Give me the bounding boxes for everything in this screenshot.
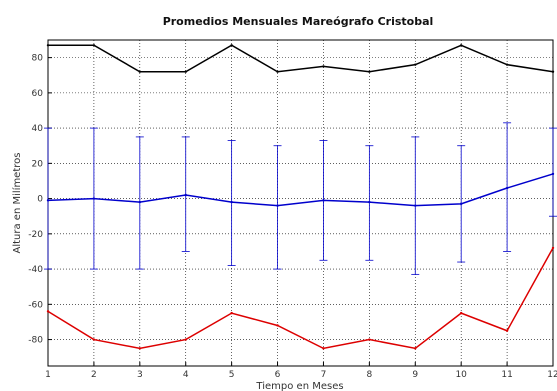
x-tick-label: 11 — [501, 370, 512, 380]
data-point — [551, 172, 555, 176]
y-tick-label: 0 — [37, 195, 43, 205]
y-axis-label: Altura en Milímetros — [11, 153, 23, 254]
data-point — [459, 44, 463, 47]
data-point — [138, 200, 142, 204]
data-point — [505, 186, 509, 190]
data-point — [46, 310, 50, 313]
data-point — [184, 193, 187, 197]
y-tick-label: -60 — [28, 300, 43, 310]
y-tick-label: -80 — [28, 336, 43, 346]
x-tick-label: 9 — [412, 370, 418, 380]
data-point — [505, 63, 509, 66]
x-tick-label: 4 — [183, 370, 189, 380]
data-point — [322, 65, 325, 68]
data-point — [368, 338, 371, 341]
y-tick-label: -20 — [28, 230, 43, 240]
x-tick-label: 10 — [455, 370, 467, 380]
series-line-1 — [48, 44, 554, 73]
chart-title: Promedios Mensuales Mareógrafo Cristobal — [163, 15, 434, 28]
x-tick-label: 6 — [275, 370, 281, 380]
data-point — [138, 70, 142, 73]
data-point — [276, 70, 279, 73]
x-tick-label: 5 — [229, 370, 235, 380]
data-point — [92, 44, 96, 47]
data-point — [414, 204, 417, 207]
data-point — [551, 70, 555, 73]
data-point — [459, 311, 463, 315]
data-point — [46, 44, 50, 47]
data-point — [276, 204, 279, 207]
data-point — [276, 324, 279, 327]
y-tick-label: 40 — [32, 124, 44, 134]
series-line-3 — [47, 247, 554, 350]
data-point — [368, 200, 371, 204]
x-tick-labels: 1 2 3 4 5 6 7 8 9 10 11 12 — [45, 370, 557, 380]
data-point — [505, 329, 509, 332]
y-tick-label: 60 — [32, 89, 44, 99]
x-axis-label: Tiempo en Meses — [255, 381, 343, 391]
x-tick-label: 8 — [366, 370, 372, 380]
data-point — [230, 200, 233, 204]
data-point — [138, 347, 142, 350]
series-line-2 — [47, 173, 554, 207]
data-point — [184, 70, 187, 73]
y-tick-label: -40 — [28, 265, 43, 275]
data-point — [92, 338, 96, 341]
x-tick-label: 3 — [137, 370, 143, 380]
data-point — [414, 347, 417, 350]
x-tick-label: 7 — [321, 370, 327, 380]
data-point — [322, 347, 325, 350]
data-point — [46, 199, 50, 202]
data-point — [414, 63, 417, 66]
data-point — [92, 197, 96, 200]
y-tick-labels: 80 60 40 20 0 -20 -40 -60 -80 — [28, 54, 43, 346]
data-point — [230, 44, 233, 47]
data-point — [230, 311, 233, 315]
y-tick-label: 80 — [32, 54, 44, 64]
series-lines — [46, 44, 555, 350]
data-point — [551, 246, 555, 250]
data-point — [459, 202, 463, 206]
data-point — [368, 70, 371, 73]
x-tick-label: 12 — [547, 370, 557, 380]
y-tick-label: 20 — [32, 159, 44, 169]
data-point — [184, 338, 187, 341]
data-point — [322, 199, 325, 202]
x-tick-label: 2 — [91, 370, 97, 380]
x-tick-label: 1 — [45, 370, 51, 380]
